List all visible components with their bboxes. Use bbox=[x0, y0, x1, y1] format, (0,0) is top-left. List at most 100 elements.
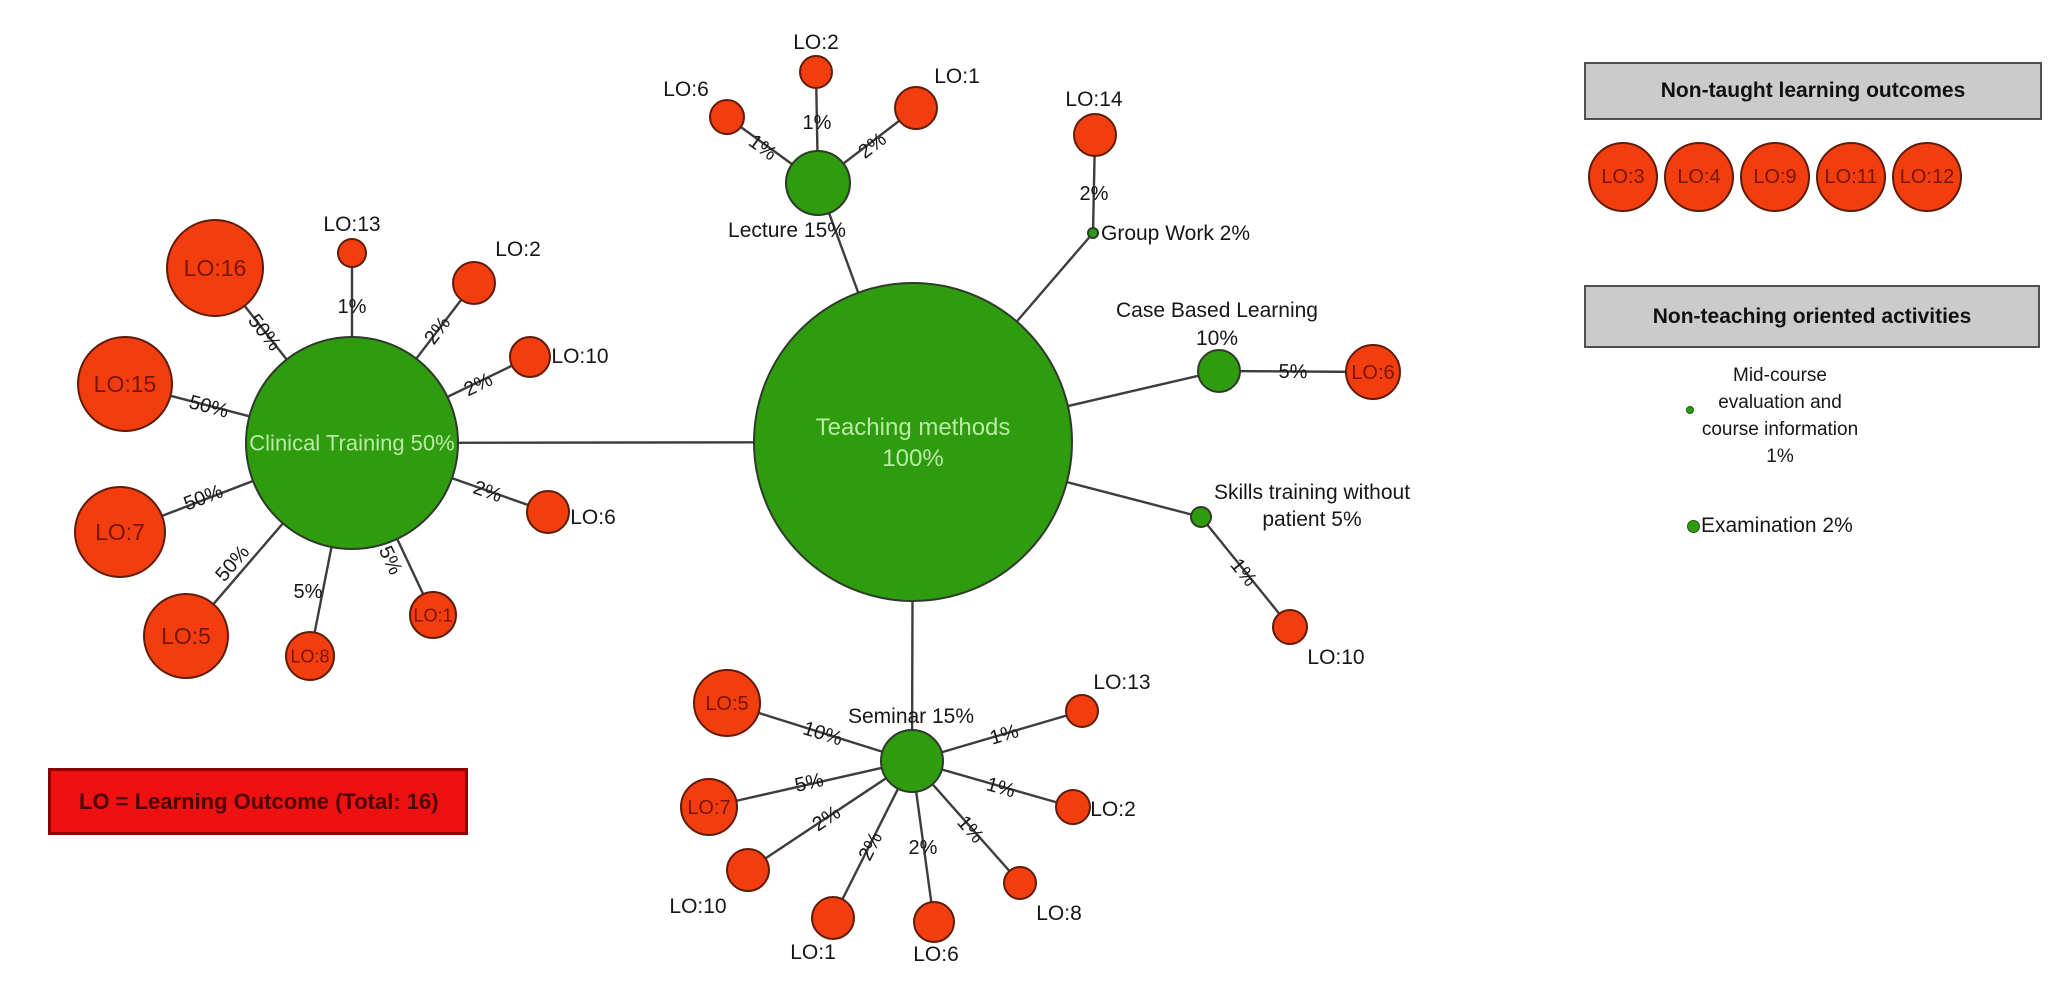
midcourse-line: 1% bbox=[1766, 446, 1794, 467]
node-se_lo7 bbox=[680, 778, 738, 836]
label-l_lo2: LO:2 bbox=[793, 31, 839, 54]
non-teaching-title: Non-teaching oriented activities bbox=[1652, 304, 1972, 328]
midcourse-line: Mid-course bbox=[1733, 365, 1827, 386]
edge-label-seminar-se_lo5: 10% bbox=[800, 717, 845, 750]
midcourse-bullet-dot-icon bbox=[1686, 406, 1694, 414]
label-groupwork: Group Work 2% bbox=[1101, 222, 1250, 245]
edge-skills-s_lo10 bbox=[1200, 516, 1291, 628]
node-groupwork bbox=[1087, 227, 1099, 239]
edge-label-clinical-c_lo6: 2% bbox=[470, 477, 505, 507]
label-se_lo1: LO:1 bbox=[790, 941, 836, 964]
midcourse-evaluation-label: Mid-course evaluation and course informa… bbox=[1655, 362, 1905, 470]
node-c_lo1 bbox=[409, 591, 457, 639]
label-casebased: Case Based Learning bbox=[1116, 299, 1318, 322]
node-teaching bbox=[753, 282, 1073, 602]
node-l_lo6 bbox=[709, 99, 745, 135]
examination-label: Examination 2% bbox=[1701, 514, 1853, 537]
node-s_lo10 bbox=[1272, 609, 1308, 645]
non-teaching-header: Non-teaching oriented activities bbox=[1584, 285, 2040, 348]
label-c_lo8: LO:8 bbox=[290, 646, 329, 666]
node-se_lo10 bbox=[726, 848, 770, 892]
label-casebased: 10% bbox=[1196, 327, 1238, 350]
node-se_lo13 bbox=[1065, 694, 1099, 728]
label-l_lo6: LO:6 bbox=[663, 78, 709, 101]
label-se_lo8: LO:8 bbox=[1036, 902, 1082, 925]
label-se_lo10: LO:10 bbox=[669, 895, 726, 918]
label-s_lo10: LO:10 bbox=[1307, 646, 1364, 669]
node-se_lo8 bbox=[1003, 866, 1037, 900]
node-g_lo14 bbox=[1073, 113, 1117, 157]
node-se_lo2 bbox=[1055, 789, 1091, 825]
node-c_lo2 bbox=[452, 261, 496, 305]
edge-label-lecture-l_lo6: 1% bbox=[744, 130, 780, 165]
node-seminar bbox=[880, 729, 944, 793]
label-c_lo6: LO:6 bbox=[570, 506, 616, 529]
node-l_lo1 bbox=[894, 86, 938, 130]
edge-label-seminar-se_lo1: 2% bbox=[855, 828, 888, 864]
label-teaching: Teaching methods bbox=[816, 414, 1011, 441]
label-se_lo2: LO:2 bbox=[1090, 798, 1136, 821]
non-taught-outcome-circle: LO:12 bbox=[1892, 142, 1962, 212]
non-taught-outcome-circle: LO:4 bbox=[1664, 142, 1734, 212]
label-c_lo16: LO:16 bbox=[184, 255, 247, 281]
node-c_lo10 bbox=[509, 336, 551, 378]
node-c_lo16 bbox=[166, 219, 264, 317]
node-c_lo13 bbox=[337, 238, 367, 268]
midcourse-line: course information bbox=[1701, 419, 1859, 440]
non-taught-outcome-circle: LO:9 bbox=[1740, 142, 1810, 212]
label-c_lo15: LO:15 bbox=[94, 371, 157, 397]
edge-label-clinical-c_lo13: 1% bbox=[338, 296, 367, 318]
node-c_lo8 bbox=[285, 631, 335, 681]
node-c_lo15 bbox=[77, 336, 173, 432]
node-lecture bbox=[785, 150, 851, 216]
legend-text: LO = Learning Outcome (Total: 16) bbox=[79, 788, 439, 814]
edge-label-clinical-c_lo7: 50% bbox=[181, 480, 226, 515]
label-g_lo14: LO:14 bbox=[1065, 88, 1123, 111]
node-cb_lo6 bbox=[1345, 344, 1401, 400]
edge-seminar-se_lo7 bbox=[708, 759, 913, 809]
label-se_lo13: LO:13 bbox=[1093, 671, 1150, 694]
midcourse-line: evaluation and bbox=[1718, 392, 1842, 413]
edge-label-casebased-cb_lo6: 5% bbox=[1278, 361, 1307, 383]
node-c_lo7 bbox=[74, 486, 166, 578]
node-c_lo6 bbox=[526, 490, 570, 534]
edge-label-seminar-se_lo13: 1% bbox=[987, 720, 1021, 749]
node-se_lo1 bbox=[811, 896, 855, 940]
edge-label-clinical-c_lo8: 5% bbox=[294, 581, 323, 603]
label-clinical: Clinical Training 50% bbox=[249, 431, 454, 456]
label-c_lo1: LO:1 bbox=[413, 605, 452, 625]
edge-label-groupwork-g_lo14: 2% bbox=[1080, 183, 1109, 205]
label-se_lo5: LO:5 bbox=[705, 693, 748, 715]
edge-label-lecture-l_lo1: 2% bbox=[854, 128, 890, 163]
node-casebased bbox=[1197, 349, 1241, 393]
label-c_lo7: LO:7 bbox=[95, 519, 145, 545]
node-clinical bbox=[245, 336, 459, 550]
node-se_lo5 bbox=[693, 669, 761, 737]
node-skills bbox=[1190, 506, 1212, 528]
label-c_lo5: LO:5 bbox=[161, 623, 211, 649]
edge-label-seminar-se_lo10: 2% bbox=[808, 802, 844, 836]
label-skills: Skills training without bbox=[1214, 481, 1410, 504]
non-taught-header: Non-taught learning outcomes bbox=[1584, 62, 2042, 120]
node-l_lo2 bbox=[799, 55, 833, 89]
label-teaching: 100% bbox=[882, 445, 943, 472]
edge-label-seminar-se_lo6: 2% bbox=[909, 837, 938, 859]
label-cb_lo6: LO:6 bbox=[1351, 362, 1394, 384]
non-taught-outcome-circle: LO:3 bbox=[1588, 142, 1658, 212]
edge-label-seminar-se_lo2: 1% bbox=[984, 773, 1018, 802]
examination-bullet-dot-icon bbox=[1687, 520, 1700, 533]
legend-box: LO = Learning Outcome (Total: 16) bbox=[48, 768, 468, 835]
label-skills: patient 5% bbox=[1262, 508, 1361, 531]
edge-label-seminar-se_lo7: 5% bbox=[793, 769, 826, 797]
node-se_lo6 bbox=[913, 901, 955, 943]
label-se_lo7: LO:7 bbox=[687, 797, 730, 819]
non-taught-outcome-circle: LO:11 bbox=[1816, 142, 1886, 212]
label-l_lo1: LO:1 bbox=[934, 65, 980, 88]
edge-label-lecture-l_lo2: 1% bbox=[803, 112, 832, 134]
edge-label-clinical-c_lo15: 50% bbox=[187, 391, 231, 422]
edge-seminar-se_lo10 bbox=[747, 760, 913, 871]
label-c_lo10: LO:10 bbox=[551, 345, 608, 368]
label-seminar: Seminar 15% bbox=[848, 705, 974, 728]
